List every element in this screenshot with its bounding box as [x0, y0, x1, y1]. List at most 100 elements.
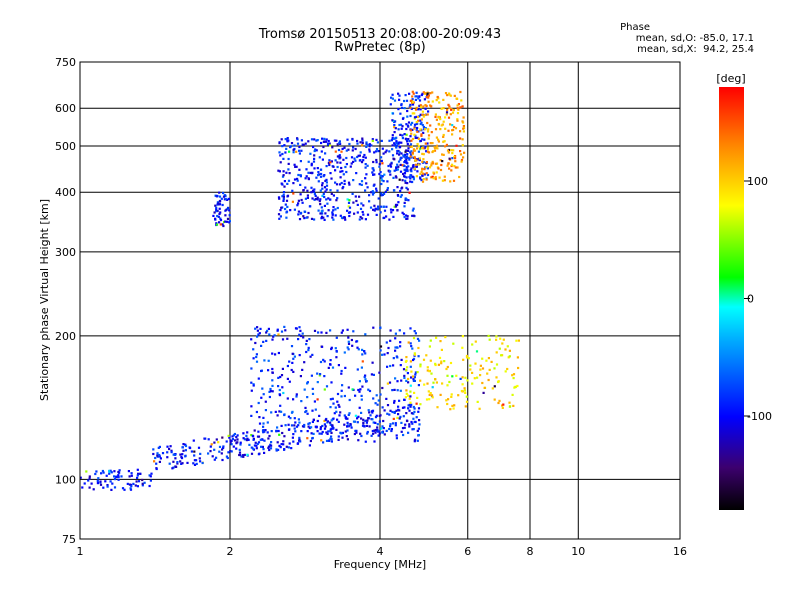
data-point [403, 332, 406, 335]
data-point [250, 381, 253, 384]
data-point [461, 335, 464, 338]
data-point [301, 332, 304, 335]
data-point [406, 162, 409, 165]
data-point [347, 336, 350, 339]
data-point [267, 437, 270, 440]
data-point [409, 360, 412, 363]
data-point [423, 383, 426, 386]
data-point [403, 398, 406, 401]
data-point [302, 189, 305, 192]
data-point [281, 338, 285, 341]
data-point [351, 149, 354, 152]
data-point [405, 412, 408, 415]
data-point [391, 389, 394, 392]
data-point [170, 451, 173, 454]
data-point [286, 194, 290, 197]
data-point [342, 173, 345, 176]
data-point [360, 366, 363, 369]
data-point [479, 364, 482, 367]
data-point [267, 359, 270, 362]
data-point [152, 448, 155, 451]
data-point [268, 434, 271, 438]
data-point [460, 158, 464, 162]
data-point [199, 460, 202, 463]
data-point [287, 139, 290, 142]
data-point [429, 92, 432, 95]
data-point [444, 145, 447, 148]
data-point [293, 417, 296, 420]
data-point [373, 151, 376, 154]
data-point [409, 405, 412, 408]
data-point [288, 360, 291, 363]
data-point [393, 399, 396, 403]
data-point [182, 449, 185, 452]
data-point [267, 327, 270, 330]
data-point [485, 359, 488, 362]
data-point [296, 179, 299, 182]
data-point [409, 177, 412, 180]
data-point [184, 455, 187, 458]
data-point [289, 146, 292, 149]
data-point [407, 341, 410, 344]
data-point [343, 146, 346, 149]
data-point [280, 374, 284, 377]
data-point [279, 446, 282, 449]
data-point [310, 164, 313, 167]
data-point [453, 404, 456, 407]
data-point [385, 205, 388, 208]
data-point [306, 412, 309, 415]
data-point [394, 175, 397, 178]
data-point [218, 207, 221, 210]
data-point [215, 438, 218, 441]
data-point [329, 423, 332, 426]
data-point [130, 485, 133, 488]
data-point [180, 462, 183, 465]
data-point [216, 202, 220, 205]
data-point [411, 214, 414, 217]
data-point [354, 394, 357, 397]
data-point [370, 434, 373, 437]
data-point [400, 103, 403, 106]
data-point [278, 410, 281, 413]
data-point [415, 129, 418, 132]
data-point [282, 391, 285, 395]
data-point [410, 345, 413, 348]
data-point [310, 191, 313, 194]
data-point [434, 176, 437, 179]
data-point [396, 416, 399, 419]
data-point [364, 218, 367, 221]
data-point [310, 138, 314, 141]
data-point [405, 379, 408, 382]
data-point [323, 204, 326, 207]
data-point [413, 116, 417, 119]
data-point [476, 376, 479, 379]
data-point [421, 146, 424, 150]
data-point [411, 121, 414, 124]
data-point [450, 169, 453, 172]
data-point [322, 216, 325, 219]
data-point [283, 448, 286, 451]
data-point [411, 375, 415, 378]
data-point [344, 416, 347, 419]
data-point [409, 145, 412, 148]
data-point [79, 476, 82, 479]
data-point [431, 142, 434, 145]
data-point [376, 423, 379, 426]
data-point [409, 176, 412, 179]
data-point [320, 215, 324, 218]
data-point [250, 389, 253, 392]
data-point [438, 356, 442, 359]
data-point [222, 195, 226, 198]
data-point [267, 445, 271, 448]
data-point [399, 341, 402, 344]
data-point [298, 436, 301, 439]
data-point [345, 417, 348, 420]
data-point [364, 156, 367, 159]
phase-legend-title: Phase [620, 22, 650, 33]
data-point [359, 151, 362, 154]
data-point [452, 407, 455, 410]
data-point [361, 353, 364, 356]
data-point [286, 397, 289, 400]
y-tick-label: 600 [55, 102, 76, 115]
data-point [422, 158, 425, 161]
